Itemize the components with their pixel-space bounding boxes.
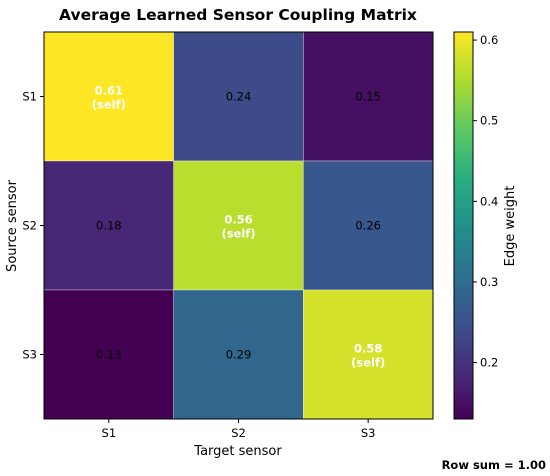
y-tick-label: S1 (22, 90, 37, 104)
cell-self-label: (self) (351, 356, 385, 370)
colorbar (453, 31, 474, 420)
cell-value-label: 0.24 (226, 90, 252, 104)
y-tick-label: S3 (22, 348, 37, 362)
cell-value-label: 0.56 (224, 213, 252, 227)
x-axis-label: Target sensor (193, 444, 282, 459)
chart-title: Average Learned Sensor Coupling Matrix (59, 6, 417, 24)
cell-self-label: (self) (92, 98, 126, 112)
heatmap-cell-r3-c2 (173, 289, 304, 420)
colorbar-tick-label: 0.6 (480, 33, 498, 47)
colorbar-tick-label: 0.2 (480, 356, 498, 370)
cell-self-label: (self) (221, 227, 255, 241)
cell-value-label: 0.26 (355, 219, 381, 233)
heatmap-cell-r3-c1 (43, 289, 174, 420)
cell-value-label: 0.29 (226, 348, 252, 362)
y-axis-label: Source sensor (5, 179, 20, 272)
heatmap-cell-labels: 0.61(self)0.24 0.150.18 0.56(self)0.260.13… (92, 84, 385, 370)
cell-value-label: 0.15 (355, 90, 381, 104)
colorbar-label: Edge weight (503, 186, 518, 267)
cell-value-label: 0.13 (96, 348, 122, 362)
x-tick-label: S2 (231, 426, 246, 440)
colorbar-tick-label: 0.4 (480, 194, 498, 208)
x-axis-ticks: S1 S2 S3 (102, 419, 376, 440)
heatmap-cell-r2-c3 (303, 160, 434, 291)
heatmap-cell-r2-c2 (173, 160, 304, 291)
row-sum-footnote: Row sum = 1.00 (442, 458, 546, 472)
colorbar-ticks: 0.2 0.3 0.4 0.5 0.6 (473, 33, 498, 370)
y-tick-label: S2 (22, 219, 37, 233)
x-tick-label: S3 (361, 426, 376, 440)
colorbar-tick-label: 0.5 (480, 114, 498, 128)
cell-value-label: 0.61 (95, 84, 123, 98)
cell-value-label: 0.58 (354, 342, 382, 356)
heatmap-cells (43, 31, 434, 420)
heatmap-cell-r1-c2 (173, 31, 304, 162)
heatmap-cell-r2-c1 (43, 160, 174, 291)
heatmap-cell-r1-c1 (43, 31, 174, 162)
y-axis-ticks: S1 S2 S3 (22, 90, 44, 362)
x-tick-label: S1 (102, 426, 117, 440)
colorbar-tick-label: 0.3 (480, 275, 498, 289)
cell-value-label: 0.18 (96, 219, 122, 233)
